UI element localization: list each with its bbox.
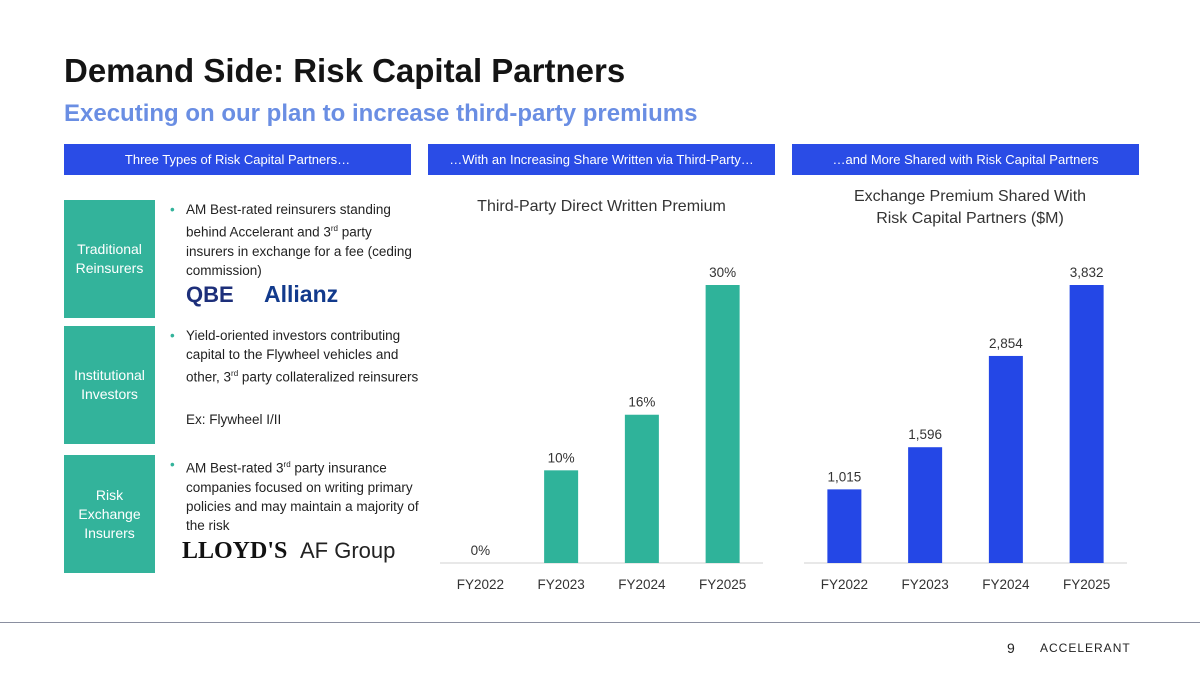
text: party insurers in exchange for a fee (ce… bbox=[186, 224, 412, 278]
section-header: Three Types of Risk Capital Partners… bbox=[64, 144, 411, 175]
text: Yield-oriented investors contributing ca… bbox=[186, 328, 401, 385]
chart: 0% FY2022 10% FY2023 16% FY2024 30% FY2025 bbox=[440, 265, 763, 592]
x-tick-label: FY2025 bbox=[699, 577, 746, 592]
data-label: 10% bbox=[548, 450, 575, 465]
text: AM Best-rated 3 bbox=[186, 460, 284, 476]
data-label: 3,832 bbox=[1070, 265, 1104, 280]
bar bbox=[705, 285, 740, 563]
x-tick-label: FY2023 bbox=[537, 577, 584, 592]
sup: rd bbox=[283, 460, 291, 469]
text: party insurance companies focused on wri… bbox=[186, 460, 419, 533]
section-header: …and More Shared with Risk Capital Partn… bbox=[792, 144, 1139, 175]
chart-title: Exchange Premium Shared With Risk Capita… bbox=[853, 188, 1087, 227]
bar bbox=[544, 470, 579, 563]
data-label: 1,015 bbox=[827, 469, 861, 484]
partner-text: Yield-oriented investors contributing ca… bbox=[168, 326, 421, 387]
partner-label: Institutional Investors bbox=[64, 326, 155, 444]
logo: AF Group bbox=[300, 538, 396, 563]
x-tick-label: FY2025 bbox=[1063, 577, 1110, 592]
page-number: 9 bbox=[1007, 640, 1015, 656]
x-tick-label: FY2024 bbox=[982, 577, 1030, 592]
note: Ex: Flywheel I/II bbox=[186, 412, 282, 427]
subtitle: Executing on our plan to increase third-… bbox=[64, 100, 698, 127]
section-header: …With an Increasing Share Written via Th… bbox=[428, 144, 775, 175]
bar bbox=[624, 414, 659, 563]
data-label: 0% bbox=[471, 543, 491, 558]
partner-text: AM Best-rated 3rd party insurance compan… bbox=[168, 455, 421, 535]
footer-rule bbox=[0, 622, 1200, 623]
data-label: 2,854 bbox=[989, 336, 1023, 351]
text: party collateralized reinsurers bbox=[238, 369, 419, 385]
partner-text: AM Best-rated reinsurers standing behind… bbox=[168, 200, 421, 280]
chart-title: Third-Party Direct Written Premium bbox=[477, 198, 726, 215]
x-tick-label: FY2022 bbox=[821, 577, 868, 592]
logo: Allianz bbox=[264, 281, 339, 307]
bar bbox=[827, 489, 862, 563]
partner-label: Traditional Reinsurers bbox=[64, 200, 155, 318]
sup: rd bbox=[330, 224, 338, 233]
logo: LLOYD'S bbox=[182, 538, 288, 564]
data-label: 30% bbox=[709, 265, 736, 280]
x-tick-label: FY2024 bbox=[618, 577, 666, 592]
sup: rd bbox=[231, 369, 239, 378]
title: Demand Side: Risk Capital Partners bbox=[64, 52, 626, 89]
bar bbox=[988, 355, 1023, 563]
chart: 1,015 FY2022 1,596 FY2023 2,854 FY2024 3,832 FY… bbox=[804, 265, 1127, 592]
logo: QBE bbox=[186, 282, 234, 307]
data-label: 16% bbox=[628, 395, 655, 410]
bar bbox=[1069, 285, 1104, 563]
data-label: 1,596 bbox=[908, 427, 942, 442]
x-tick-label: FY2023 bbox=[901, 577, 948, 592]
x-tick-label: FY2022 bbox=[457, 577, 504, 592]
text: AM Best-rated reinsurers standing behind… bbox=[186, 202, 391, 240]
bar bbox=[908, 447, 943, 563]
partner-label: Risk Exchange Insurers bbox=[64, 455, 155, 573]
brand: ACCELERANT bbox=[1040, 641, 1131, 655]
